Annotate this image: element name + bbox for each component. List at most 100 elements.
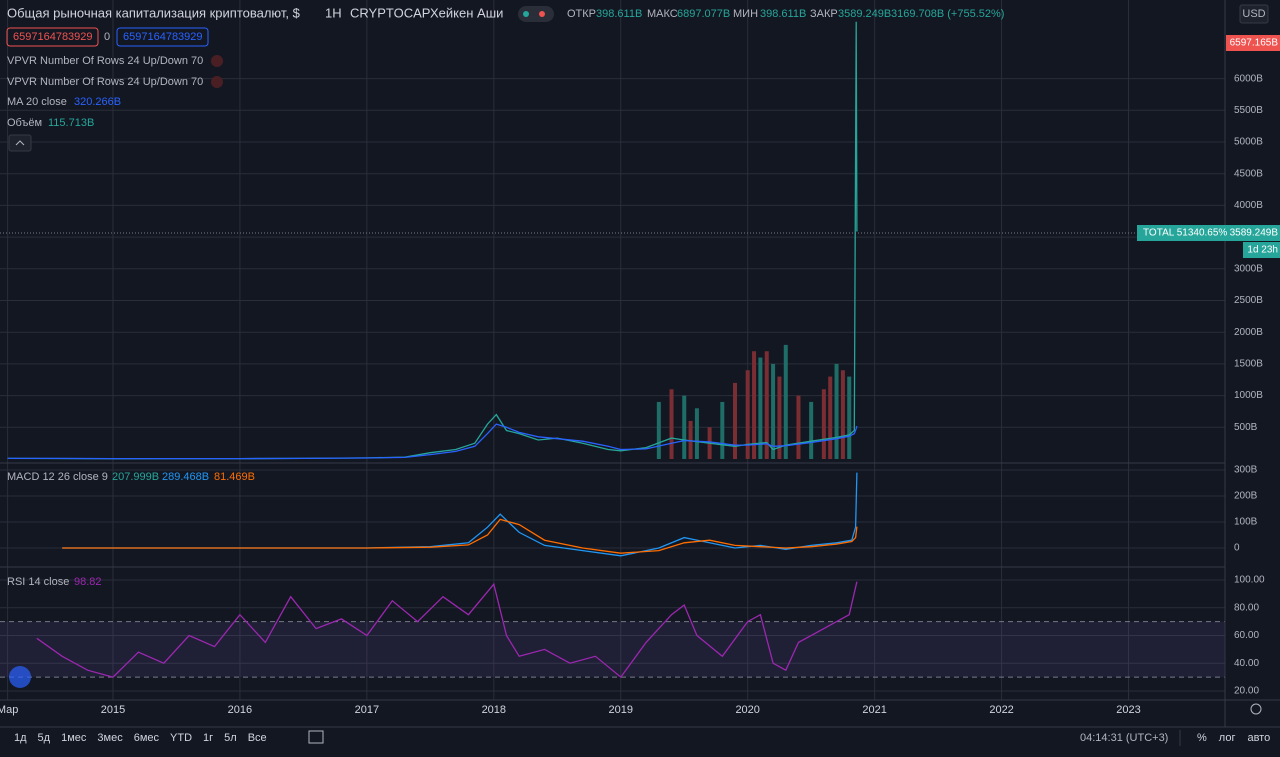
buy-price[interactable]: 6597164783929 [123, 31, 203, 43]
ma-value: 320.266B [74, 96, 121, 108]
range-button[interactable]: 1д [14, 732, 27, 744]
toolbar: 04:14:31 (UTC+3) 1д 5д 1мес 3мес 6мес YTD 1г 5л… [14, 730, 1270, 746]
high-tag: 6597.165B [1230, 38, 1279, 49]
grid [0, 0, 1225, 700]
y-tick-label: 60.00 [1234, 630, 1259, 641]
y-tick-label: 4000B [1234, 200, 1263, 211]
y-tick-label: 20.00 [1234, 686, 1259, 697]
macd-label[interactable]: MACD 12 26 close 9 [7, 471, 108, 483]
rsi-band-fill [0, 621, 1225, 678]
volume-bar [733, 382, 737, 459]
volume-bar [809, 401, 814, 459]
ohlc-value: 398.611B [596, 8, 642, 20]
date-range-icon[interactable] [308, 730, 324, 744]
y-tick-label: 1000B [1234, 390, 1263, 401]
volume-bar [771, 363, 776, 459]
range-button[interactable]: Все [248, 732, 267, 744]
x-tick-label: 2016 [228, 704, 252, 716]
y-tick-label: 40.00 [1234, 658, 1259, 669]
y-tick-label: 0 [1234, 543, 1240, 554]
warning-icon[interactable] [211, 76, 223, 88]
y-tick-label: 200B [1234, 491, 1258, 502]
volume-bar [758, 357, 763, 459]
y-tick-label: 1500B [1234, 359, 1263, 370]
x-tick-label: 2017 [355, 704, 379, 716]
ohlc-value: 6897.077B [677, 8, 730, 20]
range-button[interactable]: 6мес [134, 732, 160, 744]
rsi-readout: 98.82 [74, 576, 102, 588]
settings-icon[interactable] [1250, 703, 1262, 715]
macd-readout: 207.999B [112, 471, 159, 483]
rsi-label[interactable]: RSI 14 close [7, 576, 69, 588]
last-tag: 3589.249B [1230, 228, 1279, 239]
warning-icon[interactable] [211, 55, 223, 67]
logo[interactable] [9, 666, 31, 688]
sell-price[interactable]: 6597164783929 [13, 31, 93, 43]
volume-bar [669, 389, 674, 459]
status-dot [523, 11, 529, 17]
range-button[interactable]: 5л [224, 732, 237, 744]
volume-bar [656, 401, 661, 459]
currency[interactable]: USD [1242, 8, 1265, 20]
symbol-title: Общая рыночная капитализация криптовалют… [7, 5, 301, 20]
range-button[interactable]: 5д [38, 732, 51, 744]
x-tick-label: 2018 [482, 704, 506, 716]
ohlc-label: ЗАКР [810, 8, 838, 20]
range-button[interactable]: 3мес [97, 732, 123, 744]
ma-label[interactable]: MA 20 close [7, 96, 67, 108]
volume-bar [847, 376, 852, 459]
x-tick-label: 2022 [989, 704, 1013, 716]
clock: 04:14:31 (UTC+3) [1080, 732, 1168, 744]
buy-button[interactable] [116, 27, 209, 47]
y-tick-label: 6000B [1234, 73, 1263, 84]
y-tick-label: 500B [1234, 422, 1258, 433]
ohlc-label: ОТКР [567, 8, 596, 20]
range-button[interactable]: YTD [170, 732, 192, 744]
x-tick-label: 2020 [735, 704, 759, 716]
currency-box[interactable] [1239, 4, 1269, 24]
range-button[interactable]: 1г [203, 732, 213, 744]
spread: 0 [104, 31, 110, 43]
volume-bar [720, 401, 725, 459]
indicator-legend[interactable]: VPVR Number Of Rows 24 Up/Down 70 [7, 55, 203, 67]
x-tick-label: 2019 [609, 704, 633, 716]
marks [0, 21, 1225, 679]
y-tick-label: 300B [1234, 465, 1258, 476]
x-tick-label: 2015 [101, 704, 125, 716]
volume-label[interactable]: Объём [7, 117, 42, 129]
status-toggle[interactable] [518, 6, 554, 22]
ohlc-value: 398.611B [760, 8, 806, 20]
interval[interactable]: 1Н [325, 5, 342, 20]
y-tick-label: 3000B [1234, 263, 1263, 274]
collapse-button[interactable] [8, 134, 32, 152]
ohlc-change: 3169.708B (+755.52%) [891, 8, 1004, 20]
status-dot [539, 11, 545, 17]
x-tick-label: 2021 [862, 704, 886, 716]
y-tick-label: 4500B [1234, 168, 1263, 179]
volume-bar [694, 408, 699, 459]
countdown: 1d 23h [1247, 245, 1278, 256]
volume-bar [783, 344, 788, 459]
scale-option[interactable]: авто [1247, 732, 1270, 744]
macd-readout: 289.468B [162, 471, 209, 483]
series-line [7, 423, 858, 460]
volume-bar [688, 420, 693, 459]
y-tick-label: 2500B [1234, 295, 1263, 306]
sell-button[interactable] [6, 27, 99, 47]
volume-bar [682, 395, 687, 459]
series-line [62, 518, 858, 554]
volume-bar [796, 395, 801, 459]
x-tick-label: 2023 [1116, 704, 1140, 716]
scale-option[interactable]: % [1197, 732, 1207, 744]
chart-style[interactable]: Хейкен Аши [430, 5, 503, 20]
volume-value: 115.713B [48, 117, 94, 129]
price-tag [1226, 35, 1280, 51]
price-tag [1137, 225, 1280, 241]
indicator-legend[interactable]: VPVR Number Of Rows 24 Up/Down 70 [7, 76, 203, 88]
range-button[interactable]: 1мес [61, 732, 87, 744]
axes: Мар 2015 2016 2017 2018 2019 2020 2021 2022 2023 5… [0, 73, 1265, 716]
scale-option[interactable]: лог [1219, 732, 1236, 744]
ohlc-label: МАКС [647, 8, 678, 20]
